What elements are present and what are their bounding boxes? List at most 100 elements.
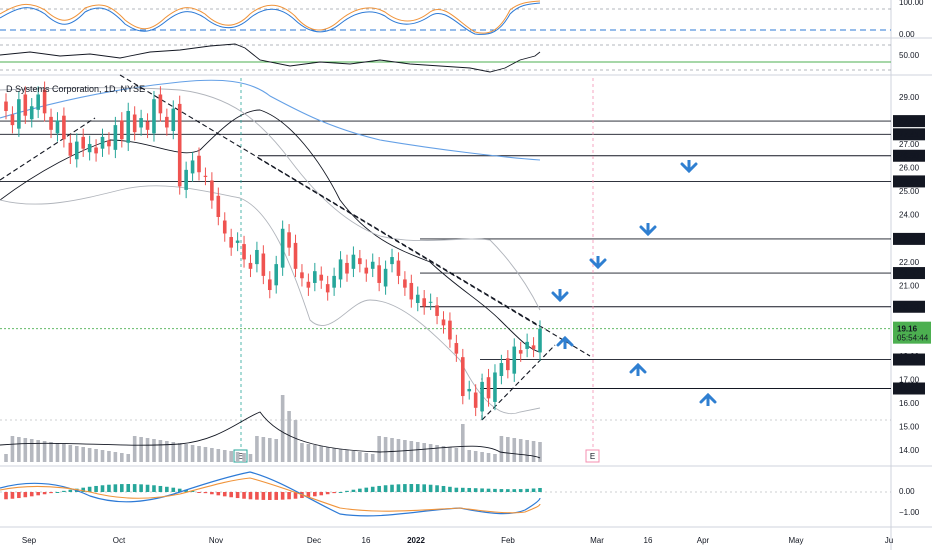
macd-hist-bar (81, 487, 86, 492)
volume-bar (325, 447, 330, 462)
level-badge-label: 22.97 (899, 235, 920, 244)
arrow-head (551, 291, 569, 303)
macd-hist-bar (222, 492, 227, 497)
candle-body (229, 237, 233, 248)
volume-bar (229, 451, 233, 462)
macd-hist-bar (525, 488, 529, 492)
candle-body (62, 115, 66, 140)
macd-hist-bar (415, 484, 420, 492)
volume-bar (126, 454, 131, 462)
candle-body (235, 240, 240, 243)
macd-hist-bar (351, 489, 356, 492)
volume-bar (280, 395, 285, 462)
volume-bar (313, 445, 317, 462)
candle-body (107, 140, 111, 147)
arrow-up-icon (699, 392, 717, 406)
volume-bar (197, 446, 201, 462)
candle-body (126, 110, 131, 143)
macd-hist-bar (87, 486, 92, 492)
time-tick-label: 16 (644, 536, 653, 545)
macd-hist-bar (23, 492, 28, 498)
candle-body (518, 350, 523, 354)
macd-hist-bar (486, 488, 491, 492)
volume-bar (525, 440, 529, 462)
macd-hist-bar (261, 492, 266, 500)
volume-bar (261, 437, 266, 462)
macd-hist-bar (107, 484, 111, 492)
level-badge (893, 115, 925, 128)
time-tick-label: Apr (697, 536, 710, 545)
candle-body (17, 99, 21, 129)
candle-body (120, 120, 124, 140)
candle-body (68, 142, 73, 156)
downtrend-line-2 (257, 157, 541, 328)
macd-hist-bar (190, 490, 195, 492)
candle-body (145, 121, 150, 130)
volume-bar (370, 454, 375, 462)
candle-body (525, 341, 529, 349)
candle-body (499, 363, 504, 377)
volume-bar (274, 439, 279, 462)
volume-bar (390, 438, 394, 462)
macd-hist-bar (538, 487, 542, 492)
volume-bar (332, 448, 336, 462)
candle-body (486, 377, 491, 399)
volume-bar (10, 436, 15, 462)
candle-body (158, 94, 163, 114)
macd-hist-bar (229, 492, 233, 498)
volume-bar (415, 442, 420, 462)
volume-bar (538, 442, 542, 462)
level-badge-label: 27.41 (899, 130, 920, 139)
level-badge (893, 300, 925, 313)
uptrend-line-left (0, 117, 96, 181)
macd-hist-bar (518, 489, 523, 492)
candle-body (267, 279, 272, 291)
time-tick-label: 16 (362, 536, 371, 545)
bb-upper (0, 87, 541, 311)
volume-bar (165, 441, 169, 462)
volume-bar (248, 454, 253, 462)
candle-body (460, 357, 465, 397)
volume-bar (300, 443, 304, 462)
macd-hist-bar (42, 492, 47, 495)
macd-hist-bar (319, 492, 324, 496)
macd-hist-bar (126, 484, 131, 492)
candle-body (390, 257, 394, 265)
macd-hist-bar (370, 486, 375, 492)
level-badge-label: 25.41 (899, 177, 920, 186)
candle-body (428, 301, 433, 303)
candle-body (274, 264, 279, 286)
macd-hist-bar (165, 486, 169, 492)
candle-body (396, 260, 401, 276)
volume-bar (351, 451, 356, 462)
volume-bar (74, 446, 79, 462)
volume-bar (94, 449, 98, 462)
volume-bar (203, 447, 208, 462)
macd-hist-bar (358, 488, 362, 492)
macd-hist-bar (441, 485, 446, 492)
candle-body (248, 262, 253, 269)
price-tick-label: 24.00 (899, 211, 920, 220)
level-badge (893, 175, 925, 188)
level-badge-label: 26.50 (899, 152, 920, 161)
stoch-line-blue (0, 2, 541, 35)
support-trendline (481, 344, 556, 421)
macd-hist-bar (139, 484, 143, 492)
volume-bar (255, 436, 259, 462)
macd-hist-bar (512, 489, 517, 492)
macd-hist-bar (197, 492, 201, 493)
macd-hist-bar (480, 488, 484, 492)
volume-ma-line (0, 411, 541, 459)
macd-hist-bar (248, 492, 253, 500)
candle-body (42, 89, 47, 114)
macd-hist-bar (255, 492, 259, 500)
candle-body (222, 220, 227, 234)
arrow-up-icon (629, 362, 647, 376)
volume-bar (139, 437, 143, 462)
time-tick-label: Feb (501, 536, 515, 545)
osc-line (0, 43, 541, 73)
volume-bar (287, 411, 291, 462)
macd-hist-bar (55, 492, 60, 493)
candle-body (493, 372, 497, 402)
macd-hist-bar (448, 486, 452, 492)
